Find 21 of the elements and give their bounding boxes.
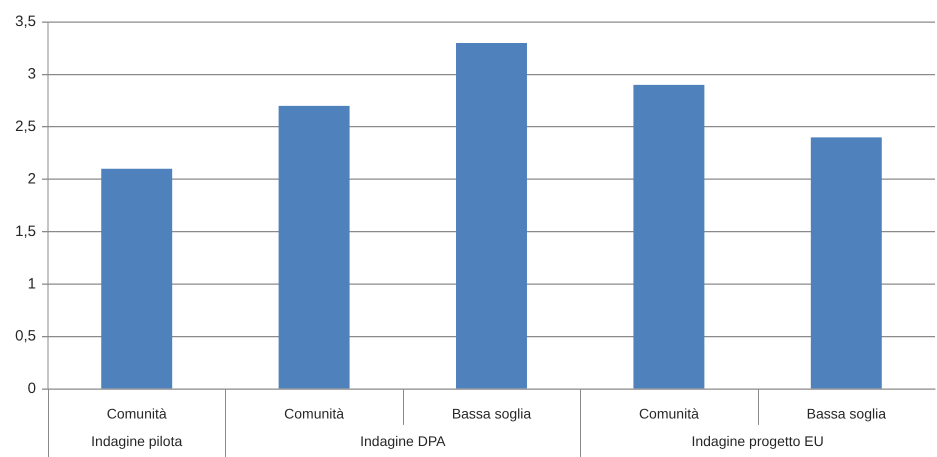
x-tick-label: Comunità bbox=[284, 405, 344, 422]
y-tick-label: 0,5 bbox=[15, 328, 36, 345]
text: Indagine pilota bbox=[91, 432, 182, 449]
y-tick-label: 2,5 bbox=[15, 118, 36, 135]
bar bbox=[633, 84, 704, 388]
y-tick-label: 1 bbox=[28, 275, 36, 292]
text: Indagine progetto EU bbox=[691, 432, 824, 449]
x-tick-label: Comunità bbox=[638, 405, 700, 422]
y-tick-label: 3,5 bbox=[15, 13, 36, 30]
x-tick-label: Bassa soglia bbox=[452, 405, 532, 422]
y-tick-label: 3 bbox=[28, 66, 36, 83]
x-tick-label: Comunità bbox=[106, 405, 167, 422]
bar bbox=[101, 168, 172, 388]
text: Indagine DPA bbox=[360, 432, 446, 449]
y-tick-label: 0 bbox=[28, 380, 36, 398]
x-tick-label: Bassa soglia bbox=[806, 405, 886, 422]
y-tick-label: 1,5 bbox=[15, 222, 36, 240]
bar bbox=[456, 42, 527, 388]
bar bbox=[278, 106, 350, 388]
bar bbox=[810, 137, 882, 388]
y-tick-label: 2 bbox=[28, 170, 36, 188]
